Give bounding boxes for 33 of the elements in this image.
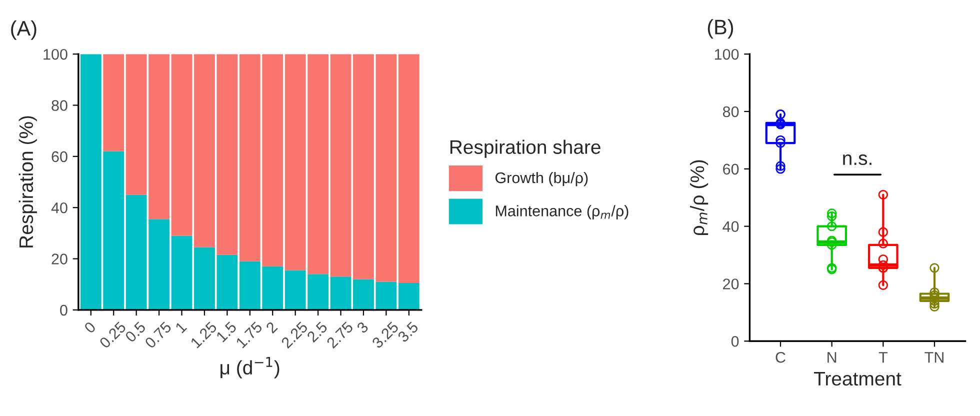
x-tick-label: T (878, 352, 888, 363)
legend-label: Growth (bμ/ρ) (495, 172, 588, 186)
y-tick-label: 60 (52, 151, 68, 162)
x-tick-label: C (776, 352, 786, 363)
y-axis-title: Respiration (%) (18, 116, 37, 248)
y-tick-label: 20 (52, 254, 68, 264)
y-tick-label: 40 (51, 202, 68, 214)
y-tick-label: 100 (44, 48, 68, 60)
x-tick-label: 0.5 (124, 321, 146, 343)
y-axis-title: ρ$_{m}$/ρ (%) (690, 160, 708, 235)
y-tick-label: 0 (60, 304, 68, 316)
x-tick-label: 3.5 (397, 321, 419, 343)
x-tick-label: 1.5 (216, 321, 238, 342)
x-axis-title: Treatment (814, 372, 902, 386)
x-tick-label: 2 (265, 321, 278, 334)
x-axis-title: μ (d$^{−1}$) (220, 356, 280, 378)
annotation: n.s. (843, 154, 872, 166)
x-tick-label: 3 (356, 321, 369, 334)
legend-title: Respiration share (450, 140, 600, 158)
legend-label: Maintenance (ρ$_{m}$/ρ) (496, 205, 628, 220)
x-tick-label: 0 (84, 321, 96, 334)
x-tick-label: 2.5 (306, 321, 328, 343)
y-tick-label: 20 (723, 278, 739, 290)
chart-title: (B) (708, 19, 734, 39)
x-tick-label: N (828, 352, 836, 363)
chart-title: (A) (11, 20, 36, 40)
y-tick-label: 40 (722, 221, 739, 232)
x-tick-label: TN (924, 352, 944, 363)
x-tick-label: 1 (174, 321, 188, 334)
y-tick-label: 80 (722, 106, 739, 118)
y-tick-label: 100 (714, 48, 739, 60)
y-tick-label: 60 (723, 164, 739, 175)
y-tick-label: 80 (52, 100, 68, 111)
